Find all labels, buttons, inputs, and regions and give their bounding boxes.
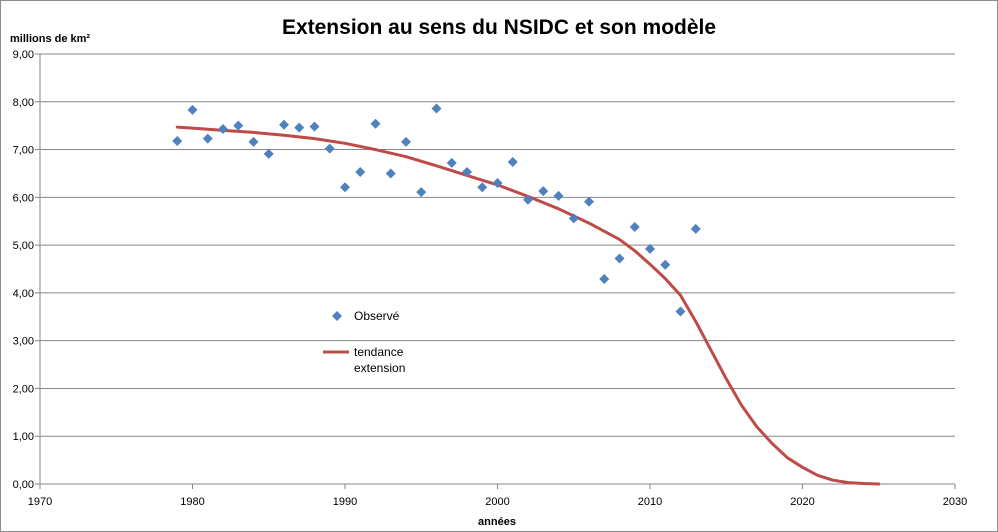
data-point-observed: [599, 274, 610, 285]
trend-series: [175, 125, 881, 486]
x-axis-label: années: [478, 516, 516, 528]
data-point-observed: [355, 167, 366, 178]
y-tick-label: 2,00: [13, 383, 34, 395]
data-point-observed: [629, 221, 640, 232]
data-point-observed: [248, 136, 259, 147]
data-point-observed: [645, 243, 655, 254]
y-tick-label: 5,00: [13, 240, 34, 252]
data-point-observed: [187, 104, 198, 115]
y-axis-label: millions de km²: [10, 33, 90, 45]
x-tick-label: 2020: [790, 496, 814, 508]
gridlines: [35, 53, 955, 485]
observed-series: [172, 103, 701, 317]
x-tick-label: 1990: [333, 496, 357, 508]
legend-marker-observed: [332, 311, 342, 321]
data-point-observed: [538, 186, 549, 197]
data-point-observed: [614, 253, 625, 264]
data-point-observed: [553, 190, 564, 201]
y-tick-label: 4,00: [13, 288, 34, 300]
data-point-observed: [340, 182, 350, 193]
data-point-observed: [568, 213, 579, 224]
data-point-observed: [690, 223, 701, 234]
data-point-observed: [401, 136, 411, 147]
data-point-observed: [446, 157, 457, 168]
y-tick-label: 8,00: [13, 97, 34, 109]
data-point-observed: [507, 156, 518, 167]
data-point-observed: [309, 121, 320, 132]
trend-line: [175, 125, 881, 486]
y-tick-label: 3,00: [13, 336, 34, 348]
x-tick-label: 1980: [180, 496, 204, 508]
x-tick-labels: 1970 1980 1990 2000 2010 2020 2030: [28, 496, 967, 508]
x-tick-label: 2000: [485, 496, 509, 508]
data-point-observed: [294, 122, 305, 133]
x-tick-label: 2010: [638, 496, 662, 508]
axes: [39, 54, 956, 489]
y-tick-label: 1,00: [13, 431, 34, 443]
data-point-observed: [370, 118, 381, 129]
data-point-observed: [218, 124, 228, 135]
data-point-observed: [477, 182, 488, 193]
legend-label-trend-line1: tendance: [354, 345, 404, 359]
data-point-observed: [431, 103, 442, 114]
data-point-observed: [675, 306, 686, 317]
data-point-observed: [385, 168, 396, 179]
legend-label-observed: Observé: [354, 309, 400, 323]
y-tick-label: 0,00: [13, 479, 34, 491]
data-point-observed: [202, 133, 213, 144]
data-point-observed: [660, 259, 671, 270]
data-point-observed: [462, 167, 472, 178]
data-point-observed: [263, 148, 274, 159]
legend: Observé tendance extension: [323, 309, 405, 375]
legend-label-trend-line2: extension: [354, 361, 405, 375]
data-point-observed: [172, 135, 183, 146]
data-point-observed: [233, 120, 244, 131]
chart-title: Extension au sens du NSIDC et son modèle: [282, 16, 716, 39]
data-point-observed: [279, 119, 289, 130]
y-tick-label: 6,00: [13, 192, 34, 204]
data-point-observed: [492, 178, 503, 188]
y-tick-label: 7,00: [13, 145, 34, 157]
y-tick-labels: 0,00 1,00 2,00 3,00 4,00 5,00 6,00 7,00 8,00 9,00: [13, 49, 34, 491]
x-tick-label: 2030: [943, 496, 967, 508]
data-point-observed: [416, 187, 427, 198]
y-tick-label: 9,00: [13, 49, 34, 61]
data-point-observed: [584, 196, 594, 207]
data-point-observed: [523, 194, 533, 205]
x-tick-label: 1970: [28, 496, 52, 508]
data-point-observed: [324, 143, 335, 154]
